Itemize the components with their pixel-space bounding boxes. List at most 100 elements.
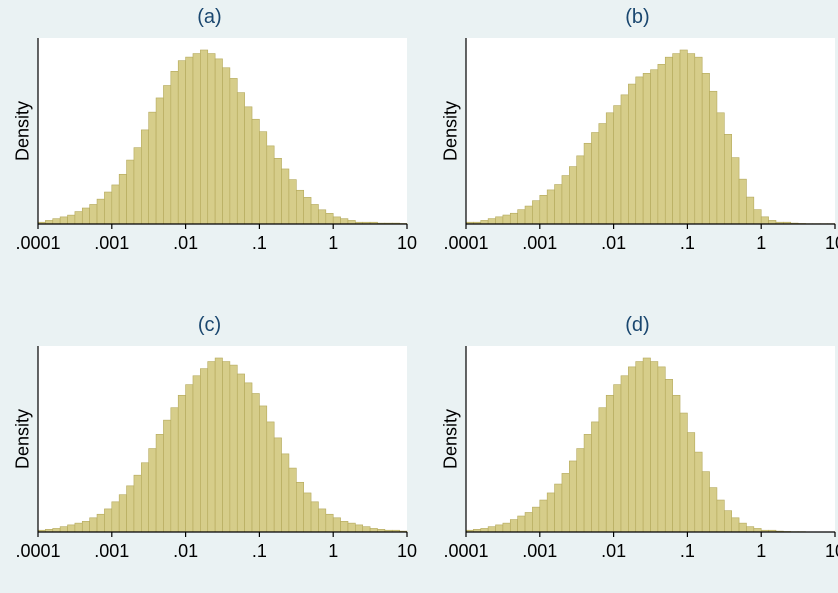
histogram-bar (643, 358, 650, 532)
histogram-bar (318, 509, 325, 532)
x-tick-label: .0001 (443, 541, 488, 561)
histogram-bar (90, 518, 97, 532)
histogram-bar (628, 84, 635, 224)
histogram-bar (732, 518, 739, 532)
x-tick-label: .001 (94, 233, 129, 253)
histogram-bar (75, 212, 82, 224)
histogram-bar (687, 433, 694, 532)
histogram-bar (171, 71, 178, 224)
histogram-bar (496, 525, 503, 532)
histogram-bar (746, 197, 753, 224)
histogram-bar (112, 185, 119, 224)
histogram-bar (104, 509, 111, 532)
histogram-bar (186, 385, 193, 532)
histogram-bar (311, 204, 318, 224)
histogram-bar (186, 57, 193, 224)
histogram-bar (673, 54, 680, 224)
histogram-bar (643, 73, 650, 224)
x-tick-label: .1 (680, 541, 695, 561)
histogram-bar (134, 148, 141, 224)
histogram-bar (680, 413, 687, 532)
histogram-bar (665, 57, 672, 224)
histogram-bar (503, 523, 510, 532)
histogram-bar (584, 434, 591, 532)
histogram-bar (680, 50, 687, 224)
histogram-bar (171, 408, 178, 532)
histogram-bar (97, 199, 104, 224)
histogram-bar (518, 210, 525, 224)
histogram-bar (651, 70, 658, 224)
histogram-bar (496, 217, 503, 224)
histogram-bar (230, 365, 237, 532)
histogram-bar (532, 201, 539, 224)
x-tick-label: 1 (328, 233, 338, 253)
histogram-bar (621, 376, 628, 532)
x-tick-label: .1 (680, 233, 695, 253)
histogram-bar (282, 454, 289, 532)
histogram-bar (355, 525, 362, 532)
histogram-bar (141, 130, 148, 224)
histogram-bar (348, 523, 355, 532)
histogram-bar (318, 210, 325, 224)
histogram-bar (599, 408, 606, 532)
x-tick-label: .01 (601, 233, 626, 253)
x-tick-label: 1 (756, 541, 766, 561)
histogram-bar (665, 379, 672, 532)
histogram-bar (591, 422, 598, 532)
histogram-bar (245, 383, 252, 532)
histogram-bar (68, 215, 75, 224)
x-tick-label: .01 (173, 233, 198, 253)
histogram-bar (695, 57, 702, 224)
x-tick-label: .1 (252, 541, 267, 561)
histogram-bar (237, 93, 244, 224)
histogram-bar (651, 362, 658, 532)
x-tick-label: 1 (328, 541, 338, 561)
histogram-bar (267, 146, 274, 224)
x-tick-label: 10 (825, 233, 838, 253)
histogram-bar (333, 217, 340, 224)
x-tick-label: .001 (94, 541, 129, 561)
histogram-bar (82, 208, 89, 224)
histogram-bar (97, 514, 104, 532)
histogram-bar (636, 77, 643, 224)
histogram-bar (90, 204, 97, 224)
histogram-bar (591, 133, 598, 224)
histogram-bar (326, 213, 333, 224)
histogram-bar (60, 527, 67, 532)
histogram-bar (702, 73, 709, 224)
histogram-bar (614, 106, 621, 224)
x-tick-label: .01 (601, 541, 626, 561)
histogram-bar (540, 500, 547, 532)
x-tick-label: .0001 (15, 541, 60, 561)
histogram-bar (274, 438, 281, 532)
x-tick-label: .0001 (443, 233, 488, 253)
histogram-bar (555, 484, 562, 532)
histogram-bar (259, 406, 266, 532)
histogram-bar (739, 523, 746, 532)
histogram-bar (75, 523, 82, 532)
histogram-bar (673, 395, 680, 532)
histogram-bar (252, 119, 259, 224)
histogram-bar (555, 185, 562, 224)
histogram-bar (215, 59, 222, 224)
histogram-bar (746, 527, 753, 532)
histogram-bar (127, 160, 134, 224)
histogram-bar (178, 61, 185, 224)
histogram-bar (282, 169, 289, 224)
histogram-bar (569, 461, 576, 532)
histogram-bar (119, 174, 126, 224)
x-tick-label: .001 (522, 541, 557, 561)
histogram-bar (614, 385, 621, 532)
histogram-bar (119, 495, 126, 532)
histogram-bar (695, 452, 702, 532)
histogram-bar (163, 420, 170, 532)
histogram-bar (732, 158, 739, 224)
histogram-bar (724, 511, 731, 532)
histogram-bar (584, 143, 591, 224)
histogram-bar (532, 507, 539, 532)
histogram-bar (200, 369, 207, 532)
